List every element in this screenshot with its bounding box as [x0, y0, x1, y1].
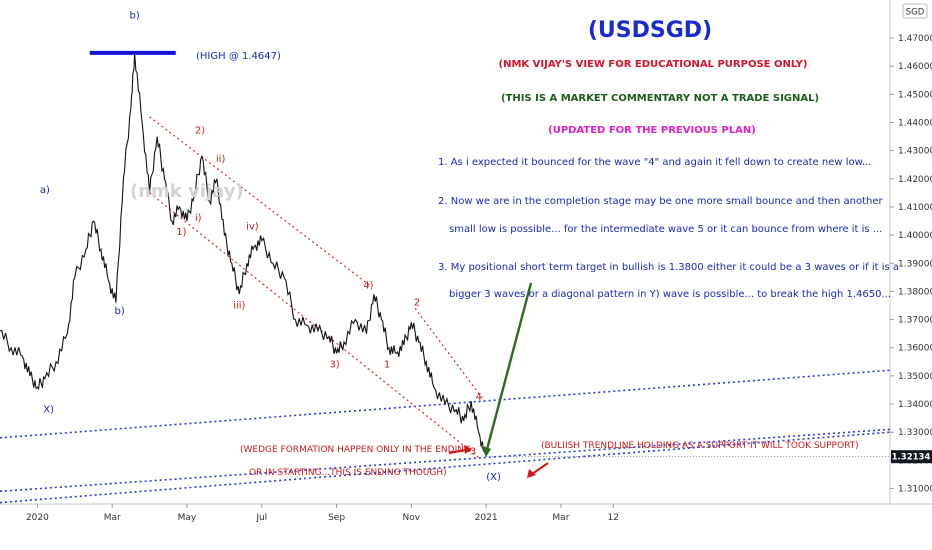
watermark-text: (nmk vijay)	[130, 181, 244, 202]
x-tick-label: 2020	[26, 513, 49, 523]
wave-label: 1	[384, 359, 390, 370]
wave-label: X)	[43, 404, 54, 415]
y-tick-label: 1.45000	[898, 90, 932, 100]
y-tick-label: 1.44000	[898, 118, 932, 128]
y-tick-label: 1.42000	[898, 175, 932, 185]
wave-label: b)	[115, 306, 125, 317]
wave-label: a)	[40, 185, 50, 196]
channel-low-line[interactable]	[0, 431, 891, 504]
wave-label: 3)	[330, 359, 340, 370]
y-tick-label: 1.35000	[898, 372, 932, 382]
wedge-upper-2-line[interactable]	[414, 307, 483, 399]
y-tick-label: 1.47000	[898, 34, 932, 44]
y-tick-label: 1.41000	[898, 203, 932, 213]
trendline-arrow-head	[527, 469, 536, 478]
y-tick-label: 1.46000	[898, 62, 932, 72]
y-tick-label: 1.34000	[898, 400, 932, 410]
x-tick-label: Jul	[255, 513, 267, 523]
x-axis: 2020 Mar May Jul Sep Nov 2021 Mar 12	[26, 504, 619, 523]
note-2b: small low is possible... for the interme…	[449, 224, 882, 235]
chart-title: (USDSGD)	[588, 18, 712, 43]
wave-label: ii)	[216, 154, 226, 165]
wave-label: i)	[195, 213, 202, 224]
wave-label: (X)	[486, 472, 501, 483]
x-tick-label: Mar	[552, 513, 569, 523]
wedge-arrow-head	[464, 445, 472, 454]
wedge-upper-line[interactable]	[149, 116, 371, 287]
wave-label: 3	[470, 447, 476, 458]
subtitle-commentary: (THIS IS A MARKET COMMENTARY NOT A TRADE…	[501, 93, 819, 104]
wedge-lower-line[interactable]	[149, 192, 480, 459]
wedge-lines	[149, 116, 483, 459]
wave-label: 1)	[176, 227, 186, 238]
y-axis: 1.310001.320001.330001.340001.350001.360…	[890, 34, 932, 495]
price-line	[0, 52, 487, 457]
wave-label: 2	[414, 297, 420, 308]
y-tick-label: 1.37000	[898, 316, 932, 326]
trendline-arrow	[531, 462, 549, 475]
wave-label: b)	[129, 10, 139, 21]
x-tick-label: 2021	[475, 513, 498, 523]
wedge-annotation-1: (WEDGE FORMATION HAPPEN ONLY IN THE ENDI…	[240, 445, 471, 455]
last-price-box	[891, 450, 932, 464]
trend-channels	[0, 369, 891, 504]
trendline-annotation: (BULIISH TRENDLINE HOLDING AS A SUPPORT …	[541, 441, 859, 451]
wave-label: iii)	[233, 300, 245, 311]
x-tick-label: 12	[608, 513, 619, 523]
wave-label: 4	[475, 392, 481, 403]
subtitle-educational: (NMK VIJAY'S VIEW FOR EDUCATIONAL PURPOS…	[499, 59, 808, 70]
note-3b: bigger 3 waves or a diagonal pattern in …	[449, 289, 891, 300]
wedge-annotation-2: OR IN STARTING...THIS IS ENDING THOUGH)	[249, 468, 447, 478]
subtitle-updated: (UPDATED FOR THE PREVIOUS PLAN)	[548, 125, 756, 136]
wave-label: 2)	[195, 126, 205, 137]
wedge-arrow	[448, 449, 467, 454]
note-3a: 3. My positional short term target in bu…	[438, 262, 899, 273]
y-tick-label: 1.38000	[898, 287, 932, 297]
decor	[89, 50, 549, 478]
note-2a: 2. Now we are in the completion stage ma…	[438, 196, 884, 207]
last-price-tag: 1.32134	[891, 450, 932, 464]
x-tick-label: Sep	[328, 513, 345, 523]
price-series	[0, 52, 890, 458]
y-tick-label: 1.39000	[898, 259, 932, 269]
y-tick-label: 1.43000	[898, 147, 932, 157]
note-1: 1. As i expected it bounced for the wave…	[438, 157, 871, 168]
currency-badge[interactable]	[902, 3, 928, 19]
wave-label: iv)	[246, 221, 259, 232]
x-tick-label: May	[178, 513, 197, 523]
x-tick-label: Nov	[403, 513, 421, 523]
last-price-label: 1.32134	[892, 453, 931, 463]
projection-arrow-head	[481, 446, 492, 457]
wave-labels: a) b) b) X) (X) 2) ii) i) 1) iv) iii) 3) 4) 1 2 3 4	[40, 10, 501, 483]
currency-badge-label: SGD	[906, 8, 925, 18]
y-tick-label: 1.33000	[898, 428, 932, 438]
channel-mid-line[interactable]	[0, 428, 891, 493]
y-tick-label: 1.31000	[898, 485, 932, 495]
y-tick-label: 1.36000	[898, 344, 932, 354]
price-axis-panel[interactable]	[890, 0, 932, 504]
high-annotation: (HIGH @ 1.4647)	[196, 51, 281, 62]
projection-arrow[interactable]	[484, 282, 533, 454]
y-tick-label: 1.40000	[898, 231, 932, 241]
wave-label: 4)	[363, 281, 373, 292]
x-tick-label: Mar	[104, 513, 121, 523]
